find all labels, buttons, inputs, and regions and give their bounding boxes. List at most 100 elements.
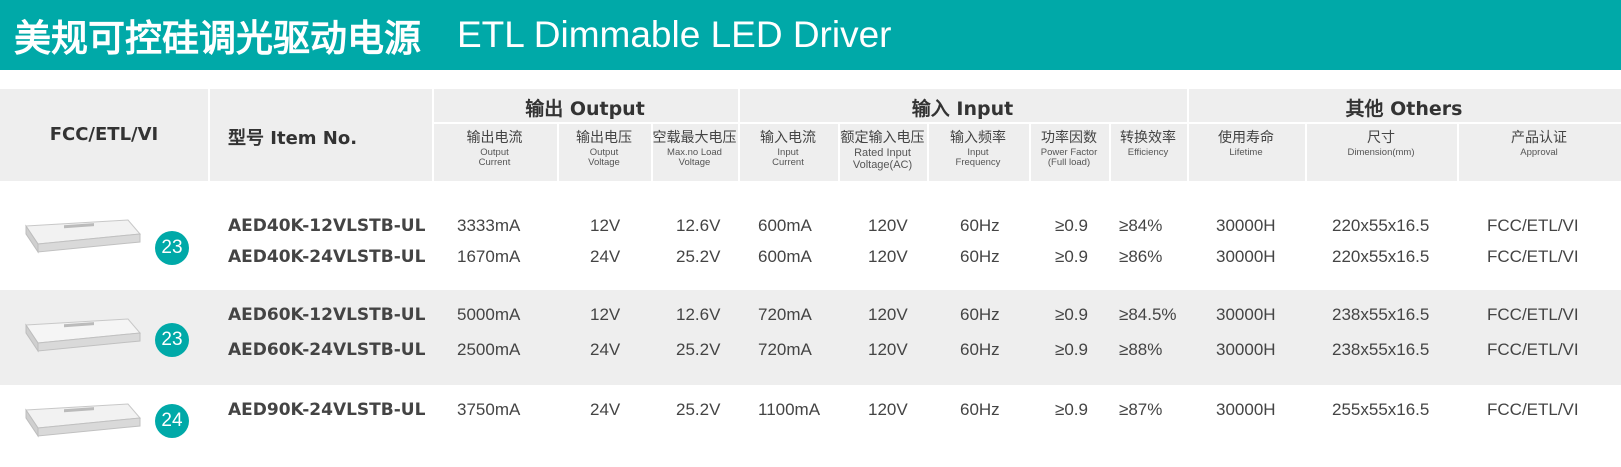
header-divider [1109, 124, 1111, 181]
cell-power-factor: ≥0.9 [1055, 340, 1088, 359]
header-divider [1457, 124, 1459, 181]
cell-power-factor: ≥0.9 [1055, 305, 1088, 324]
header-divider [1305, 124, 1307, 181]
cell-rated-input-voltage: 120V [868, 305, 908, 324]
cell-efficiency: ≥84.5% [1119, 305, 1177, 324]
header-rated-input-voltage: 额定输入电压 Rated Input Voltage(AC) [840, 130, 925, 171]
cell-approval: FCC/ETL/VI [1487, 400, 1579, 419]
cell-input-current: 600mA [758, 216, 812, 235]
header-group-input: 输入 Input [911, 98, 1014, 120]
header-divider [208, 89, 210, 181]
cell-item-no: AED40K-24VLSTB-UL [228, 247, 426, 267]
cell-power-factor: ≥0.9 [1055, 247, 1088, 266]
driver-product-image [25, 318, 142, 353]
header-input-current: 输入电流 Input Current [760, 130, 816, 168]
cell-item-no: AED60K-24VLSTB-UL [228, 340, 426, 360]
header-power-factor: 功率因数 Power Factor (Full load) [1040, 130, 1098, 168]
cell-lifetime: 30000H [1216, 400, 1276, 419]
header-input-frequency: 输入频率 Input Frequency [950, 130, 1006, 168]
cell-output-voltage: 12V [590, 305, 621, 324]
cell-lifetime: 30000H [1216, 340, 1276, 359]
cell-input-frequency: 60Hz [960, 247, 1000, 266]
cell-output-voltage: 24V [590, 400, 621, 419]
header-divider [1029, 124, 1031, 181]
table-band [0, 290, 1621, 385]
cell-item-no: AED60K-12VLSTB-UL [228, 305, 426, 325]
cell-max-no-load-voltage: 25.2V [676, 247, 721, 266]
cell-dimension: 238x55x16.5 [1332, 340, 1430, 359]
header-output-current: 输出电流 Output Current [466, 130, 523, 168]
header-lifetime: 使用寿命 Lifetime [1218, 130, 1274, 158]
table-header [0, 89, 1621, 181]
header-divider [432, 122, 1621, 124]
header-divider [432, 89, 434, 181]
cell-dimension: 220x55x16.5 [1332, 216, 1430, 235]
cell-lifetime: 30000H [1216, 247, 1276, 266]
cell-rated-input-voltage: 120V [868, 340, 908, 359]
header-divider [838, 124, 840, 181]
header-divider [738, 89, 740, 181]
header-divider [557, 124, 559, 181]
cell-rated-input-voltage: 120V [868, 216, 908, 235]
cell-rated-input-voltage: 120V [868, 400, 908, 419]
cell-max-no-load-voltage: 25.2V [676, 400, 721, 419]
header-divider [927, 124, 929, 181]
header-group-output: 输出 Output [525, 98, 645, 120]
cell-output-voltage: 24V [590, 247, 621, 266]
title-chinese: 美规可控硅调光驱动电源 [14, 17, 421, 60]
cell-max-no-load-voltage: 25.2V [676, 340, 721, 359]
cell-input-frequency: 60Hz [960, 400, 1000, 419]
cell-dimension: 220x55x16.5 [1332, 247, 1430, 266]
cell-efficiency: ≥84% [1119, 216, 1163, 235]
header-cert: FCC/ETL/VI [49, 124, 159, 145]
cell-power-factor: ≥0.9 [1055, 400, 1088, 419]
page-badge: 23 [155, 231, 189, 265]
driver-product-image [25, 403, 142, 438]
header-item-no: 型号 Item No. [228, 128, 358, 149]
cell-lifetime: 30000H [1216, 216, 1276, 235]
cell-output-current: 5000mA [457, 305, 521, 324]
cell-input-frequency: 60Hz [960, 216, 1000, 235]
header-efficiency: 转换效率 Efficiency [1120, 130, 1176, 158]
cell-input-current: 600mA [758, 247, 812, 266]
page-badge: 23 [155, 323, 189, 357]
cell-dimension: 238x55x16.5 [1332, 305, 1430, 324]
header-dimension: 尺寸 Dimension(mm) [1347, 130, 1415, 158]
driver-product-image [25, 219, 142, 254]
cell-approval: FCC/ETL/VI [1487, 216, 1579, 235]
cell-max-no-load-voltage: 12.6V [676, 216, 721, 235]
header-divider [651, 124, 653, 181]
header-group-others: 其他 Others [1345, 98, 1463, 120]
cell-output-current: 3333mA [457, 216, 521, 235]
header-approval: 产品认证 Approval [1511, 130, 1567, 158]
cell-max-no-load-voltage: 12.6V [676, 305, 721, 324]
cell-approval: FCC/ETL/VI [1487, 305, 1579, 324]
cell-efficiency: ≥88% [1119, 340, 1163, 359]
cell-approval: FCC/ETL/VI [1487, 340, 1579, 359]
title-english: ETL Dimmable LED Driver [457, 14, 892, 55]
cell-input-current: 720mA [758, 340, 812, 359]
cell-efficiency: ≥87% [1119, 400, 1163, 419]
header-divider [1187, 89, 1189, 181]
cell-item-no: AED90K-24VLSTB-UL [228, 400, 426, 420]
cell-power-factor: ≥0.9 [1055, 216, 1088, 235]
cell-item-no: AED40K-12VLSTB-UL [228, 216, 426, 236]
cell-input-current: 1100mA [758, 400, 821, 419]
title-bar: 美规可控硅调光驱动电源 ETL Dimmable LED Driver [0, 0, 1621, 73]
cell-input-current: 720mA [758, 305, 812, 324]
cell-output-current: 2500mA [457, 340, 521, 359]
cell-output-current: 1670mA [457, 247, 521, 266]
cell-output-current: 3750mA [457, 400, 521, 419]
cell-approval: FCC/ETL/VI [1487, 247, 1579, 266]
page-badge: 24 [155, 404, 189, 438]
cell-efficiency: ≥86% [1119, 247, 1163, 266]
cell-input-frequency: 60Hz [960, 340, 1000, 359]
header-max-no-load-voltage: 空载最大电压 Max.no Load Voltage [652, 130, 737, 168]
cell-dimension: 255x55x16.5 [1332, 400, 1430, 419]
cell-output-voltage: 12V [590, 216, 621, 235]
cell-lifetime: 30000H [1216, 305, 1276, 324]
cell-rated-input-voltage: 120V [868, 247, 908, 266]
cell-input-frequency: 60Hz [960, 305, 1000, 324]
header-output-voltage: 输出电压 Output Voltage [576, 130, 632, 168]
cell-output-voltage: 24V [590, 340, 621, 359]
